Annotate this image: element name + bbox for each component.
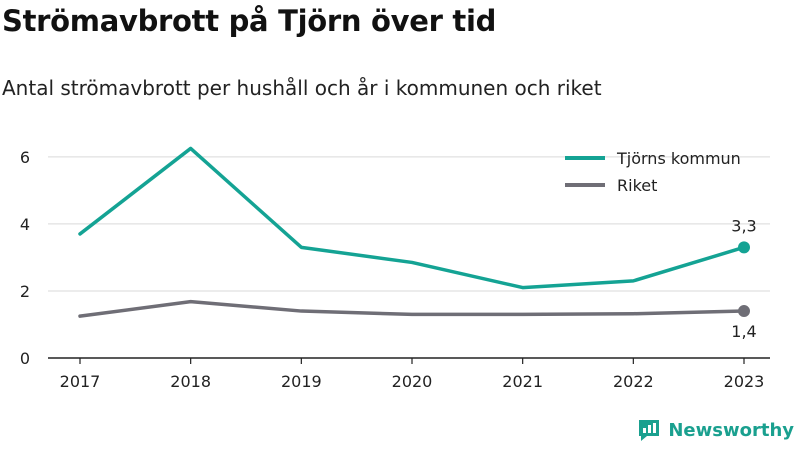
x-tick-label: 2017 — [60, 372, 101, 391]
y-tick-label: 4 — [20, 215, 30, 234]
legend: Tjörns kommun Riket — [565, 149, 741, 195]
series-line — [78, 299, 746, 318]
series-end-point — [738, 305, 750, 318]
newsworthy-logo-icon — [639, 420, 660, 441]
grid-layer — [48, 156, 770, 292]
data-label: 3,3 — [731, 216, 756, 235]
x-tick-label: 2018 — [170, 372, 211, 391]
x-tick-label: 2022 — [613, 372, 654, 391]
legend-label: Riket — [617, 176, 657, 195]
chart-title: Strömavbrott på Tjörn över tid — [2, 4, 497, 38]
x-tick-label: 2019 — [281, 372, 322, 391]
series-line — [78, 146, 746, 290]
legend-label: Tjörns kommun — [616, 149, 741, 168]
y-tick-label: 0 — [20, 349, 30, 368]
data-label: 1,4 — [731, 322, 756, 341]
y-tick-label: 6 — [20, 148, 30, 167]
brand-name: Newsworthy — [668, 419, 794, 441]
y-tick-label: 2 — [20, 282, 30, 301]
brand-logo: Newsworthy — [636, 417, 794, 443]
series-layer: 3,3 1,4 — [78, 146, 757, 341]
x-tick-label: 2023 — [724, 372, 765, 391]
series-end-point — [738, 241, 750, 254]
chart-subtitle: Antal strömavbrott per hushåll och år i … — [2, 76, 602, 100]
x-tick-label: 2021 — [502, 372, 543, 391]
x-tick-label: 2020 — [392, 372, 433, 391]
axis-layer: 0 2 4 6 2017 2018 2019 2020 2021 2022 2023 — [20, 148, 770, 391]
